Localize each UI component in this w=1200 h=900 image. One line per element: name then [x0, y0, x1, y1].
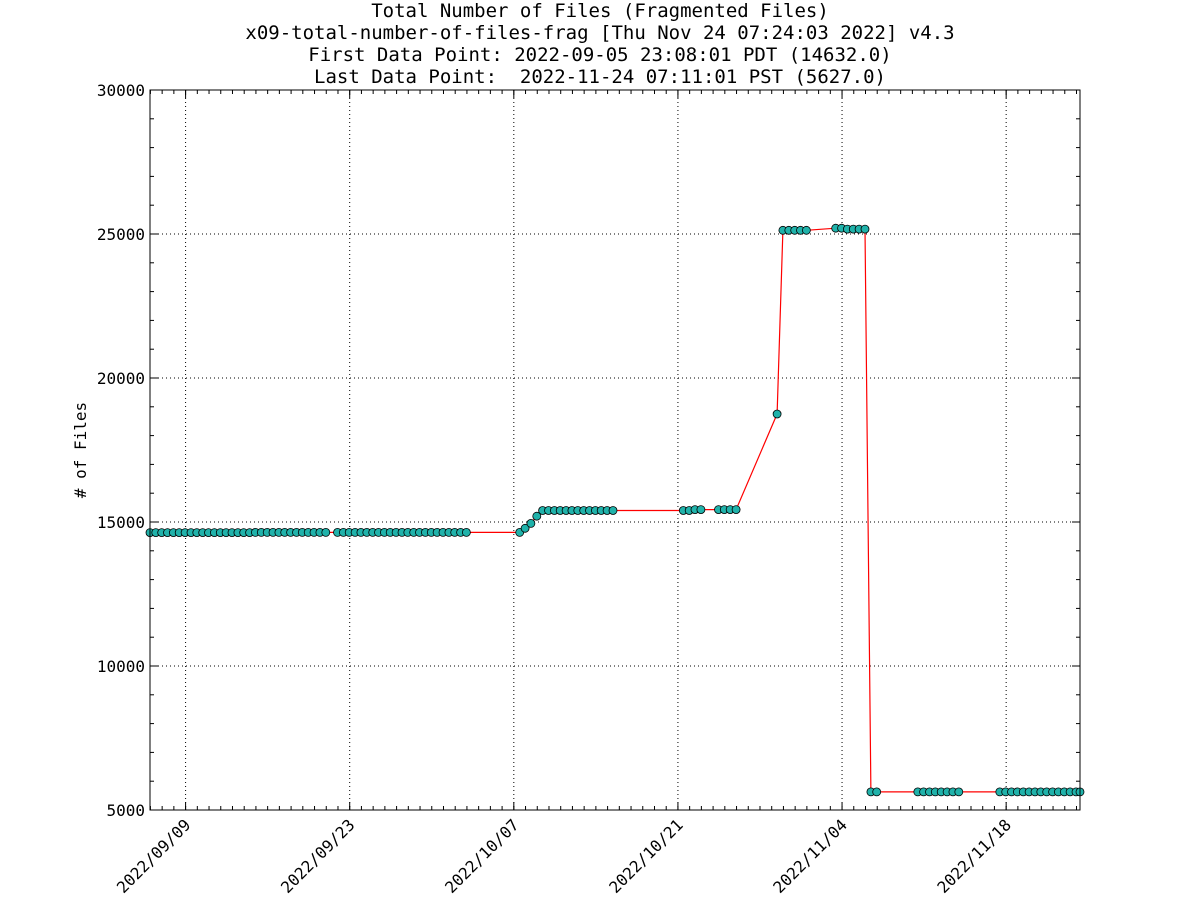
data-point-marker: [772, 409, 782, 419]
data-point-marker: [954, 787, 964, 797]
y-tick-label: 15000: [97, 513, 145, 532]
y-tick-label: 25000: [97, 225, 145, 244]
data-point-marker: [696, 505, 706, 515]
data-point-marker: [520, 523, 530, 533]
x-tick-label: 2022/09/09: [113, 815, 195, 897]
first-data-point-label: First Data Point: 2022-09-05 23:08:01 PD…: [308, 44, 892, 66]
data-point-marker: [532, 511, 542, 521]
data-point-marker: [461, 528, 471, 537]
chart-title: Total Number of Files (Fragmented Files): [371, 0, 829, 22]
data-point-marker: [860, 224, 870, 234]
x-tick-label: 2022/10/07: [441, 815, 523, 897]
y-tick-labels: 5000 10000 15000 20000 25000 30000: [97, 81, 145, 820]
data-point-marker: [872, 787, 882, 797]
data-point-marker: [321, 528, 331, 537]
y-tick-label: 20000: [97, 369, 145, 388]
y-tick-label: 30000: [97, 81, 145, 100]
data-point-marker: [526, 519, 536, 528]
chart-subtitle: x09-total-number-of-files-frag [Thu Nov …: [245, 22, 955, 44]
x-tick-labels: 2022/09/09 2022/09/23 2022/10/07 2022/10/21…: [113, 815, 1015, 897]
y-tick-label: 5000: [106, 801, 145, 820]
y-axis-label: # of Files: [71, 402, 90, 498]
data-point-marker: [608, 506, 618, 515]
y-tick-label: 10000: [97, 657, 145, 676]
chart-title-block: Total Number of Files (Fragmented Files)…: [0, 0, 1200, 88]
tick-layer: [149, 89, 1080, 811]
data-point-marker: [802, 225, 811, 235]
marker-layer: [145, 223, 1085, 797]
data-point-marker: [731, 505, 741, 515]
x-tick-label: 2022/09/23: [277, 815, 359, 897]
x-tick-label: 2022/10/21: [605, 815, 687, 897]
x-tick-label: 2022/11/04: [769, 815, 851, 897]
x-tick-label: 2022/11/18: [933, 815, 1015, 897]
grid-layer: [150, 90, 1080, 810]
plot-area-frame: [149, 89, 1081, 811]
last-data-point-label: Last Data Point: 2022-11-24 07:11:01 PST…: [314, 66, 886, 88]
